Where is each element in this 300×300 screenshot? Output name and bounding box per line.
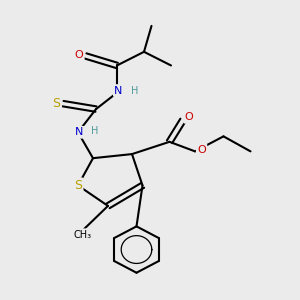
Text: O: O (197, 145, 206, 155)
Text: O: O (74, 50, 83, 59)
Text: H: H (131, 86, 139, 96)
Text: H: H (91, 126, 98, 136)
Text: N: N (114, 85, 123, 95)
Text: S: S (52, 97, 60, 110)
Text: S: S (74, 179, 82, 192)
Text: CH₃: CH₃ (74, 230, 92, 239)
Text: N: N (75, 127, 84, 137)
Text: O: O (184, 112, 194, 122)
